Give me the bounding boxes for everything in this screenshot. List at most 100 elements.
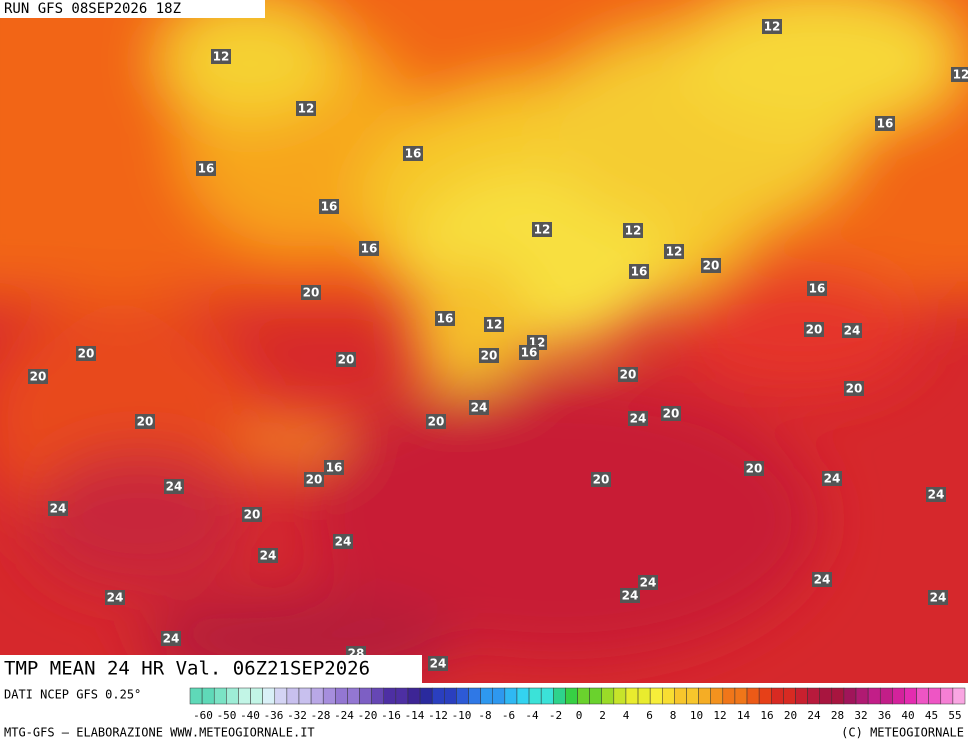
contour-label: 16 — [198, 162, 215, 176]
scale-box — [347, 687, 360, 705]
contour-label: 12 — [486, 318, 503, 332]
scale-box — [419, 687, 433, 705]
scale-label: -2 — [549, 709, 562, 722]
contour-label-box — [762, 19, 782, 34]
scale-box — [201, 687, 215, 705]
contour-label-box — [812, 572, 832, 587]
scale-box — [238, 687, 251, 705]
contour-label: 20 — [428, 415, 445, 429]
scale-box — [783, 687, 796, 705]
scale-label: -50 — [217, 709, 237, 722]
scale-label: -8 — [478, 709, 491, 722]
scale-box — [758, 687, 772, 705]
contour-label-box — [844, 381, 864, 396]
scale-box — [492, 687, 506, 705]
scale-box — [310, 687, 324, 705]
contour-label-box — [951, 67, 968, 82]
scale-box — [226, 687, 239, 705]
scale-label: 16 — [760, 709, 773, 722]
scale-box — [940, 687, 954, 705]
contour-label: 16 — [321, 200, 338, 214]
contour-label: 20 — [806, 323, 823, 337]
contour-label-box — [744, 461, 764, 476]
scale-box — [383, 687, 397, 705]
contour-label: 20 — [593, 473, 610, 487]
contour-label: 16 — [809, 282, 826, 296]
scale-label: 28 — [831, 709, 844, 722]
scale-box — [795, 687, 808, 705]
contour-label: 20 — [137, 415, 154, 429]
scale-box — [867, 687, 881, 705]
contour-label: 20 — [620, 368, 637, 382]
contour-label-box — [211, 49, 231, 64]
scale-box — [371, 687, 384, 705]
contour-label-box — [135, 414, 155, 429]
contour-label-box — [484, 317, 504, 332]
contour-label-box — [48, 501, 68, 516]
contour-label: 24 — [335, 535, 352, 549]
contour-label-box — [403, 146, 423, 161]
contour-label-box — [618, 367, 638, 382]
scale-box — [250, 687, 263, 705]
contour-label-box — [28, 369, 48, 384]
contour-label-box — [664, 244, 684, 259]
temperature-field — [0, 0, 968, 690]
scale-box — [686, 687, 699, 705]
scale-label: 4 — [623, 709, 630, 722]
scale-box — [722, 687, 736, 705]
contour-label-box — [428, 656, 448, 671]
scale-box — [734, 687, 748, 705]
scale-box — [274, 687, 288, 705]
scale-box — [831, 687, 845, 705]
contour-label: 16 — [877, 117, 894, 131]
scale-box — [407, 687, 421, 705]
scale-box — [662, 687, 675, 705]
contour-label-box — [301, 285, 321, 300]
scale-box — [952, 687, 966, 705]
contour-label: 24 — [928, 488, 945, 502]
contour-label-box — [324, 460, 344, 475]
contour-label: 24 — [163, 632, 180, 646]
contour-label: 24 — [50, 502, 67, 516]
scale-label: 0 — [576, 709, 583, 722]
contour-label-box — [333, 534, 353, 549]
scale-label: -14 — [405, 709, 425, 722]
scale-box — [395, 687, 409, 705]
contour-label-box — [319, 199, 339, 214]
contour-label: 24 — [640, 576, 657, 590]
scale-box — [359, 687, 372, 705]
contour-label: 16 — [437, 312, 454, 326]
scale-box — [213, 687, 227, 705]
scale-box — [819, 687, 833, 705]
scale-box — [335, 687, 348, 705]
contour-label-box — [638, 575, 658, 590]
contour-label-box — [435, 311, 455, 326]
scale-label: 10 — [690, 709, 703, 722]
contour-label: 20 — [244, 508, 261, 522]
contour-label: 20 — [78, 347, 95, 361]
scale-box — [189, 687, 203, 705]
contour-label: 20 — [481, 349, 498, 363]
scale-label: -40 — [240, 709, 260, 722]
contour-label-box — [469, 400, 489, 415]
scale-label: 24 — [807, 709, 821, 722]
scale-label: 12 — [713, 709, 726, 722]
contour-label-box — [161, 631, 181, 646]
contour-label-box — [258, 548, 278, 563]
scale-box — [298, 687, 312, 705]
contour-label-box — [164, 479, 184, 494]
scale-label: -24 — [334, 709, 354, 722]
contour-label: 20 — [663, 407, 680, 421]
scale-box — [649, 687, 663, 705]
contour-label-box — [296, 101, 316, 116]
scale-label: 8 — [670, 709, 677, 722]
scale-box — [843, 687, 857, 705]
contour-label-box — [807, 281, 827, 296]
scale-box — [504, 687, 518, 705]
contour-label-box — [359, 241, 379, 256]
contour-label-box — [479, 348, 499, 363]
scale-box — [516, 687, 530, 705]
scale-box — [625, 687, 639, 705]
scale-label: -16 — [381, 709, 401, 722]
